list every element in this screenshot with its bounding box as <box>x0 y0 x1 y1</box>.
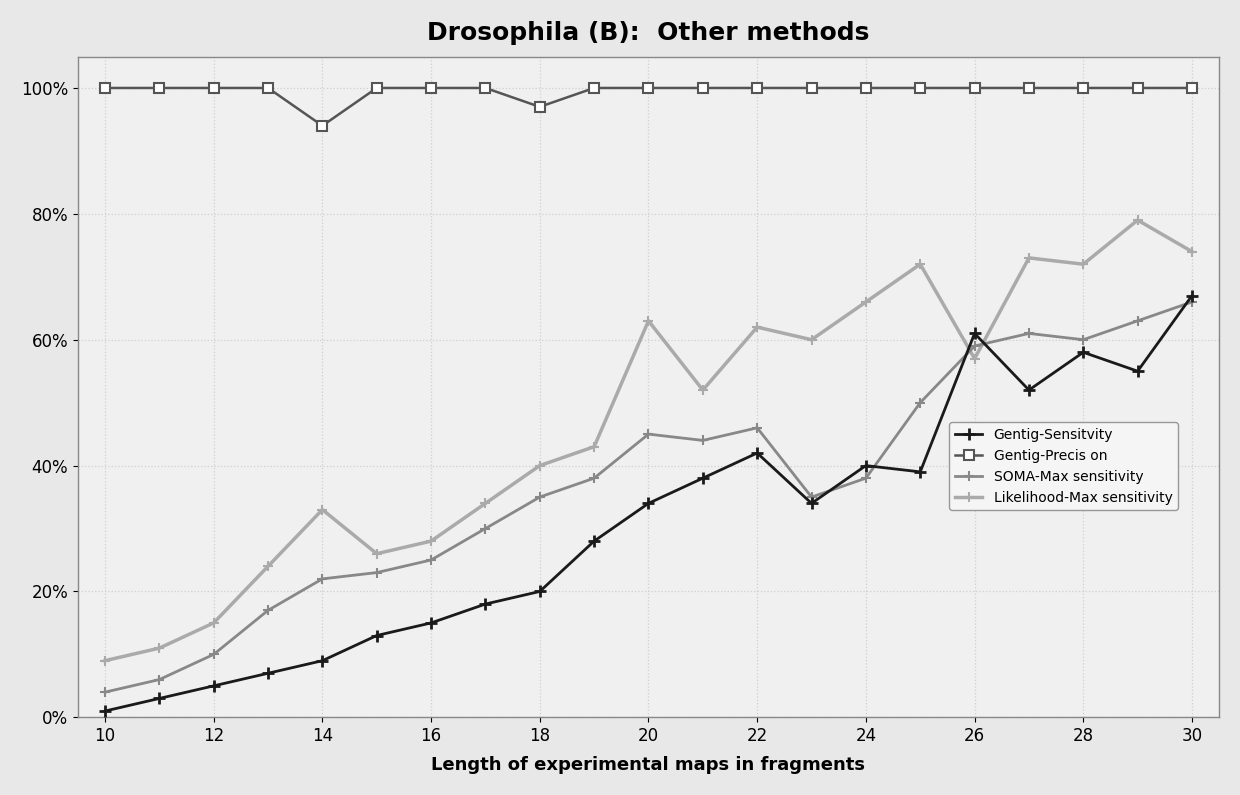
Likelihood-Max sensitivity <box>696 386 711 395</box>
Likelihood-Max sensitivity <box>967 354 982 363</box>
Gentig-Sensitvity <box>804 498 818 508</box>
Gentig-Precis on <box>1022 83 1037 93</box>
Gentig-Precis on <box>1076 83 1091 93</box>
Gentig-Sensitvity <box>98 706 113 716</box>
Title: Drosophila (B):  Other methods: Drosophila (B): Other methods <box>428 21 869 45</box>
Gentig-Precis on <box>1130 83 1145 93</box>
Gentig-Sensitvity <box>206 681 221 691</box>
Gentig-Sensitvity <box>696 473 711 483</box>
SOMA-Max sensitivity <box>532 492 547 502</box>
Gentig-Sensitvity <box>370 630 384 640</box>
Gentig-Precis on <box>967 83 982 93</box>
Likelihood-Max sensitivity <box>260 561 275 571</box>
SOMA-Max sensitivity <box>370 568 384 577</box>
Gentig-Sensitvity <box>750 448 765 458</box>
Line: Gentig-Precis on: Gentig-Precis on <box>100 83 1197 130</box>
Gentig-Precis on <box>1184 83 1199 93</box>
Gentig-Precis on <box>98 83 113 93</box>
SOMA-Max sensitivity <box>315 574 330 584</box>
X-axis label: Length of experimental maps in fragments: Length of experimental maps in fragments <box>432 756 866 774</box>
Gentig-Precis on <box>370 83 384 93</box>
Gentig-Sensitvity <box>858 461 873 471</box>
Likelihood-Max sensitivity <box>98 656 113 665</box>
Gentig-Precis on <box>532 102 547 111</box>
SOMA-Max sensitivity <box>641 429 656 439</box>
Gentig-Precis on <box>696 83 711 93</box>
SOMA-Max sensitivity <box>858 473 873 483</box>
Likelihood-Max sensitivity <box>913 259 928 269</box>
Gentig-Sensitvity <box>587 537 601 546</box>
Gentig-Precis on <box>424 83 439 93</box>
Gentig-Sensitvity <box>1022 386 1037 395</box>
Likelihood-Max sensitivity <box>1022 253 1037 262</box>
Likelihood-Max sensitivity <box>1076 259 1091 269</box>
Gentig-Sensitvity <box>477 599 492 609</box>
SOMA-Max sensitivity <box>587 473 601 483</box>
Gentig-Precis on <box>858 83 873 93</box>
SOMA-Max sensitivity <box>913 398 928 407</box>
Likelihood-Max sensitivity <box>858 297 873 307</box>
Likelihood-Max sensitivity <box>1130 215 1145 225</box>
Likelihood-Max sensitivity <box>804 335 818 344</box>
Gentig-Precis on <box>804 83 818 93</box>
Likelihood-Max sensitivity <box>370 549 384 558</box>
Likelihood-Max sensitivity <box>1184 246 1199 256</box>
Line: SOMA-Max sensitivity: SOMA-Max sensitivity <box>100 297 1197 697</box>
SOMA-Max sensitivity <box>151 675 166 684</box>
SOMA-Max sensitivity <box>967 341 982 351</box>
SOMA-Max sensitivity <box>750 423 765 432</box>
SOMA-Max sensitivity <box>260 606 275 615</box>
Gentig-Precis on <box>913 83 928 93</box>
Likelihood-Max sensitivity <box>424 537 439 546</box>
Likelihood-Max sensitivity <box>587 442 601 452</box>
Gentig-Sensitvity <box>315 656 330 665</box>
SOMA-Max sensitivity <box>1130 316 1145 326</box>
Gentig-Precis on <box>750 83 765 93</box>
SOMA-Max sensitivity <box>98 688 113 697</box>
Likelihood-Max sensitivity <box>151 643 166 653</box>
Gentig-Precis on <box>206 83 221 93</box>
Gentig-Sensitvity <box>151 694 166 704</box>
Likelihood-Max sensitivity <box>315 505 330 514</box>
Gentig-Sensitvity <box>1184 291 1199 301</box>
Gentig-Sensitvity <box>967 328 982 338</box>
Likelihood-Max sensitivity <box>206 619 221 628</box>
Gentig-Precis on <box>477 83 492 93</box>
Gentig-Sensitvity <box>1076 347 1091 357</box>
Gentig-Precis on <box>151 83 166 93</box>
SOMA-Max sensitivity <box>477 524 492 533</box>
Legend: Gentig-Sensitvity, Gentig-Precis on, SOMA-Max sensitivity, Likelihood-Max sensit: Gentig-Sensitvity, Gentig-Precis on, SOM… <box>949 422 1178 510</box>
Likelihood-Max sensitivity <box>532 461 547 471</box>
SOMA-Max sensitivity <box>804 492 818 502</box>
Likelihood-Max sensitivity <box>641 316 656 326</box>
SOMA-Max sensitivity <box>206 650 221 659</box>
SOMA-Max sensitivity <box>1022 328 1037 338</box>
Gentig-Precis on <box>641 83 656 93</box>
Line: Likelihood-Max sensitivity: Likelihood-Max sensitivity <box>100 215 1197 665</box>
Gentig-Sensitvity <box>424 619 439 628</box>
Gentig-Sensitvity <box>532 587 547 596</box>
Gentig-Sensitvity <box>641 498 656 508</box>
Likelihood-Max sensitivity <box>750 322 765 332</box>
SOMA-Max sensitivity <box>696 436 711 445</box>
Gentig-Sensitvity <box>260 669 275 678</box>
SOMA-Max sensitivity <box>1076 335 1091 344</box>
SOMA-Max sensitivity <box>424 555 439 564</box>
Likelihood-Max sensitivity <box>477 498 492 508</box>
SOMA-Max sensitivity <box>1184 297 1199 307</box>
Line: Gentig-Sensitvity: Gentig-Sensitvity <box>99 290 1198 716</box>
Gentig-Sensitvity <box>1130 366 1145 376</box>
Gentig-Precis on <box>587 83 601 93</box>
Gentig-Precis on <box>260 83 275 93</box>
Gentig-Precis on <box>315 121 330 130</box>
Gentig-Sensitvity <box>913 467 928 477</box>
